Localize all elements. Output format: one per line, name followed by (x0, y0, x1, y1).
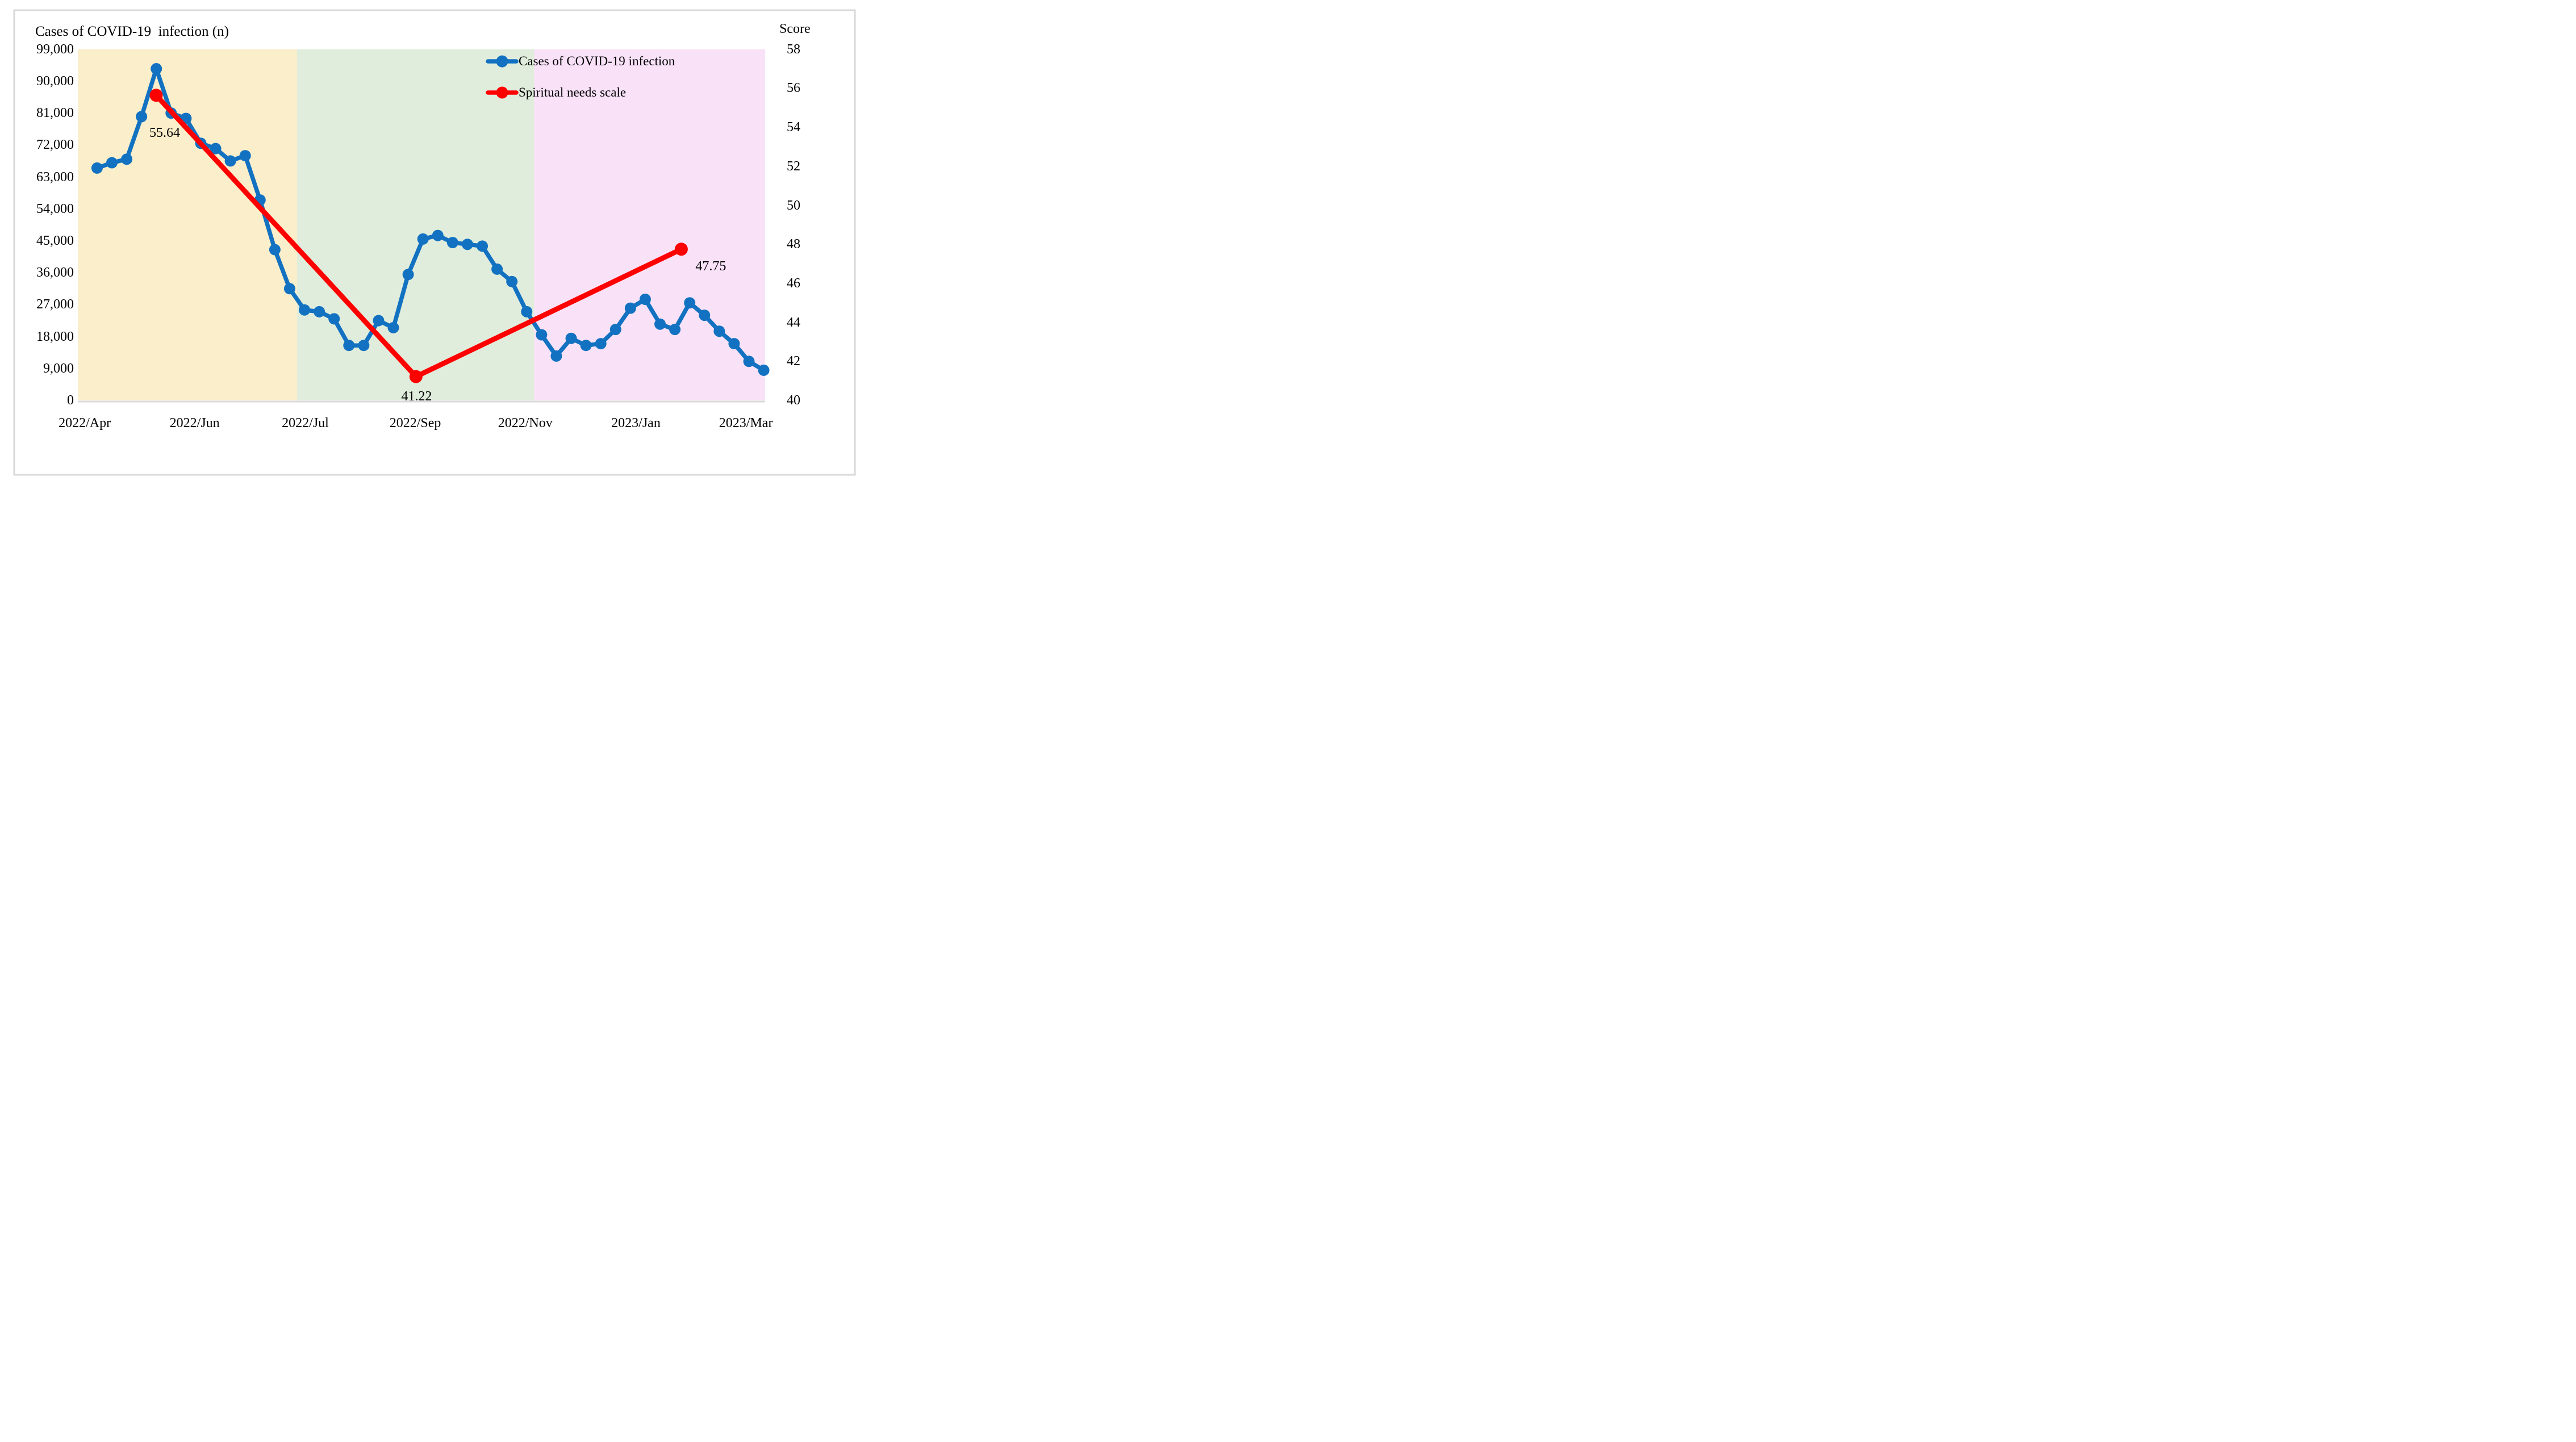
covid-cases-marker (684, 297, 696, 309)
covid-cases-marker (713, 325, 725, 337)
covid-cases-marker (446, 237, 458, 249)
covid-cases-marker (743, 356, 755, 367)
covid-cases-marker (639, 294, 651, 306)
covid-cases-marker (283, 283, 295, 295)
x-axis-tick-label: 2022/Jun (169, 416, 220, 430)
wave-1-background (78, 49, 297, 400)
left-axis-tick-label: 90,000 (36, 73, 74, 89)
covid-cases-marker (699, 310, 711, 321)
right-axis-tick-label: 44 (787, 315, 800, 330)
right-axis-tick-label: 56 (787, 81, 800, 96)
covid-cases-marker (314, 306, 325, 317)
covid-cases-marker (106, 157, 118, 169)
left-axis-tick-label: 72,000 (36, 137, 74, 153)
covid-cases-marker (121, 153, 133, 165)
covid-cases-marker (151, 63, 162, 75)
covid-cases-marker (210, 143, 222, 154)
covid-cases-marker (609, 324, 621, 336)
covid-cases-marker (521, 306, 533, 317)
x-axis-tick-label: 2022/Nov (498, 416, 553, 430)
left-axis-tick-label: 54,000 (36, 201, 74, 216)
x-axis-tick-label: 2022/Jul (282, 416, 329, 430)
left-axis-title: Cases of COVID-19 infection (n) (35, 24, 229, 39)
covid-cases-marker (477, 240, 489, 252)
covid-cases-marker (461, 239, 473, 250)
chart-figure: Cases of COVID-19 infection (n) Score 0 9… (0, 0, 859, 480)
right-axis-tick-label: 46 (787, 275, 800, 291)
spiritual-needs-value-label: 55.64 (149, 125, 180, 140)
covid-cases-marker (432, 229, 444, 241)
covid-cases-marker (328, 313, 340, 325)
covid-cases-marker (491, 263, 503, 275)
covid-cases-marker (136, 111, 148, 123)
covid-cases-marker (373, 315, 385, 327)
left-axis-tick-label: 99,000 (36, 41, 74, 57)
left-axis-tick-label: 0 (67, 393, 74, 408)
covid-cases-marker (728, 338, 740, 350)
figure-border (13, 9, 856, 476)
left-axis-tick-label: 27,000 (36, 297, 74, 312)
plot-area (13, 9, 856, 476)
covid-cases-marker (506, 275, 518, 287)
covid-cases-marker (624, 302, 636, 314)
covid-cases-marker (580, 340, 592, 352)
covid-cases-marker (299, 304, 311, 316)
left-axis-tick-label: 9,000 (43, 361, 74, 376)
covid-cases-marker (758, 364, 770, 376)
x-axis-tick-label: 2022/Sep (389, 416, 441, 430)
spiritual-needs-value-label: 41.22 (401, 389, 432, 404)
right-axis-tick-label: 48 (787, 237, 800, 252)
covid-cases-marker (595, 338, 607, 350)
covid-cases-marker (239, 150, 251, 162)
covid-cases-marker (387, 321, 399, 333)
right-axis-tick-label: 54 (787, 120, 800, 135)
covid-cases-marker (669, 324, 681, 336)
left-axis-tick-label: 45,000 (36, 233, 74, 248)
x-axis-tick-label: 2023/Jan (611, 416, 661, 430)
covid-cases-marker (91, 162, 103, 174)
legend-item-label: Cases of COVID-19 infection (519, 54, 675, 68)
left-axis-tick-label: 36,000 (36, 265, 74, 281)
covid-cases-marker (402, 269, 414, 281)
covid-cases-marker (550, 350, 562, 362)
covid-cases-line (95, 66, 766, 373)
x-axis-tick-label: 2023/Mar (719, 416, 773, 430)
covid-cases-marker (269, 244, 281, 256)
left-axis-tick-label: 63,000 (36, 169, 74, 185)
covid-cases-marker (224, 155, 236, 167)
spiritual-needs-marker (409, 370, 423, 383)
spiritual-needs-marker (149, 89, 163, 102)
wave-2-background (297, 49, 535, 400)
legend-marker-dot (496, 86, 508, 99)
covid-cases-marker (536, 329, 548, 341)
legend-item-label: Spiritual needs scale (519, 85, 627, 99)
right-axis-tick-label: 52 (787, 158, 800, 174)
x-axis-tick-label: 2022/Apr (59, 416, 111, 430)
right-axis-tick-label: 58 (787, 41, 800, 57)
covid-cases-marker (565, 332, 577, 344)
legend-marker-dot (496, 55, 508, 68)
right-axis-tick-label: 50 (787, 198, 800, 213)
covid-cases-marker (358, 340, 370, 352)
right-axis-tick-label: 40 (787, 393, 800, 408)
left-axis-tick-label: 18,000 (36, 329, 74, 344)
right-axis-tick-label: 42 (787, 354, 800, 369)
right-axis-title: Score (779, 22, 811, 36)
covid-cases-marker (417, 233, 429, 245)
covid-cases-marker (343, 340, 355, 352)
left-axis-tick-label: 81,000 (36, 106, 74, 121)
spiritual-needs-value-label: 47.75 (695, 258, 727, 274)
spiritual-needs-marker (674, 243, 688, 256)
covid-cases-marker (654, 318, 666, 330)
